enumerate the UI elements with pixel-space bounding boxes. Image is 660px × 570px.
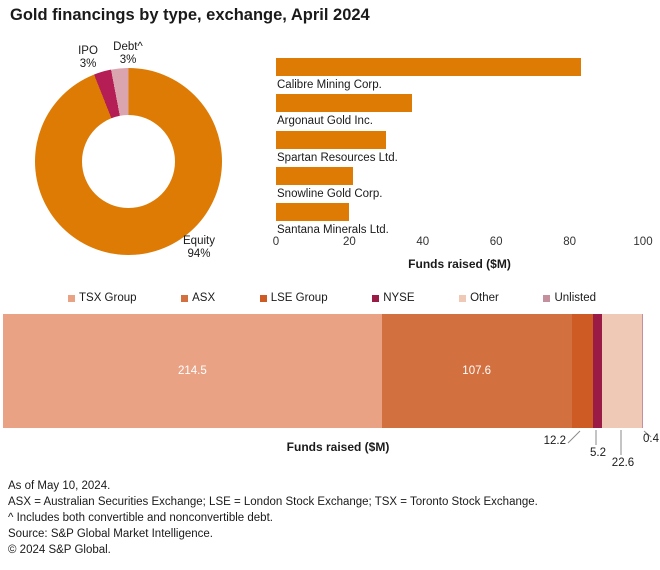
donut-label-debt: Debt^ 3% (106, 41, 150, 66)
callout-other-value: 22.6 (611, 457, 635, 469)
slice-pct: 3% (119, 53, 137, 66)
bar-label: Argonaut Gold Inc. (277, 115, 373, 128)
bar-label: Snowline Gold Corp. (277, 187, 383, 200)
legend-label: Other (470, 292, 499, 304)
stack-segment (642, 314, 643, 428)
legend-swatch (181, 294, 189, 302)
exchange-legend: TSX Group ASX LSE Group NYSE Other Unlisted (68, 292, 596, 304)
bar (276, 130, 387, 149)
bar (276, 203, 350, 222)
slice-label: Equity (183, 235, 215, 247)
callout-nyse-value: 5.2 (590, 447, 606, 459)
source-note: Source: S&P Global Market Intelligence. (8, 528, 213, 541)
slice-label: Debt^ (113, 41, 143, 53)
slice-pct: 94% (187, 247, 211, 260)
legend-swatch (259, 294, 267, 302)
bar-row: Argonaut Gold Inc. (276, 94, 643, 130)
legend-swatch (543, 294, 551, 302)
legend-item: Unlisted (543, 292, 596, 304)
chart-title: Gold financings by type, exchange, April… (10, 6, 370, 24)
bar-label: Calibre Mining Corp. (277, 79, 382, 91)
footer-notes: As of May 10, 2024. ASX = Australian Sec… (8, 480, 538, 561)
legend-label: Unlisted (554, 292, 596, 304)
bar-row: Santana Minerals Ltd. (276, 203, 643, 239)
legend-item: Other (459, 292, 499, 304)
slice-label: IPO (78, 45, 98, 57)
legend-swatch (372, 294, 380, 302)
segment-value-label: 214.5 (177, 365, 207, 377)
x-axis-label: Funds raised ($M) (408, 257, 511, 271)
bar-label: Spartan Resources Ltd. (277, 151, 398, 164)
as-of-note: As of May 10, 2024. (8, 480, 111, 492)
bar (276, 166, 354, 185)
leader-line-unlisted (643, 430, 652, 438)
bar-row: Calibre Mining Corp. (276, 58, 643, 94)
legend-swatch (68, 294, 75, 302)
x-axis-tick: 20 (342, 236, 356, 248)
stack-segment (602, 314, 643, 428)
legend-label: NYSE (383, 292, 415, 304)
stacked-bar-x-axis-label: Funds raised ($M) (286, 440, 390, 454)
legend-item: NYSE (372, 292, 415, 304)
bar (276, 58, 581, 76)
bar-row: Spartan Resources Ltd. (276, 130, 643, 167)
legend-item: ASX (181, 292, 215, 304)
legend-label: LSE Group (270, 292, 328, 304)
x-axis-tick: 0 (272, 236, 280, 248)
bar (276, 94, 412, 113)
exchange-stacked-bar: 214.5 107.6 (3, 314, 643, 428)
bar-label: Santana Minerals Ltd. (277, 224, 389, 237)
stack-segment: 107.6 (381, 314, 572, 428)
glossary-note: ASX = Australian Securities Exchange; LS… (8, 496, 538, 509)
x-axis-tick: 40 (416, 236, 430, 248)
bar-row: Snowline Gold Corp. (276, 166, 643, 203)
stack-segment: 214.5 (3, 314, 382, 428)
legend-swatch (459, 294, 467, 302)
company-bar-chart: Calibre Mining Corp. Argonaut Gold Inc. Sp… (276, 58, 643, 239)
x-axis-tick: 100 (633, 236, 653, 248)
callout-unlisted-value: 0.4 (643, 433, 659, 445)
leader-lines (567, 430, 652, 455)
stack-segment (571, 314, 594, 428)
debt-footnote: ^ Includes both convertible and nonconve… (8, 512, 273, 525)
donut-hole (82, 115, 175, 208)
stack-segment (593, 314, 603, 428)
donut-label-ipo: IPO 3% (68, 45, 108, 70)
x-axis-ticks: 0 20 40 60 80 100 (272, 236, 653, 250)
legend-label: TSX Group (79, 292, 137, 304)
x-axis-tick: 60 (489, 236, 503, 248)
slice-pct: 3% (79, 57, 97, 70)
leader-line-lse (567, 430, 581, 444)
legend-label: ASX (192, 292, 216, 304)
segment-value-label: 107.6 (462, 365, 492, 377)
callout-lse-value: 12.2 (543, 435, 566, 447)
copyright-note: © 2024 S&P Global. (8, 544, 111, 557)
legend-item: TSX Group (68, 292, 137, 304)
x-axis-tick: 80 (563, 236, 576, 248)
donut-label-equity: Equity 94% (170, 235, 228, 260)
type-donut-chart: IPO 3% Debt^ 3% Equity 94% (0, 0, 260, 280)
legend-item: LSE Group (259, 292, 328, 304)
